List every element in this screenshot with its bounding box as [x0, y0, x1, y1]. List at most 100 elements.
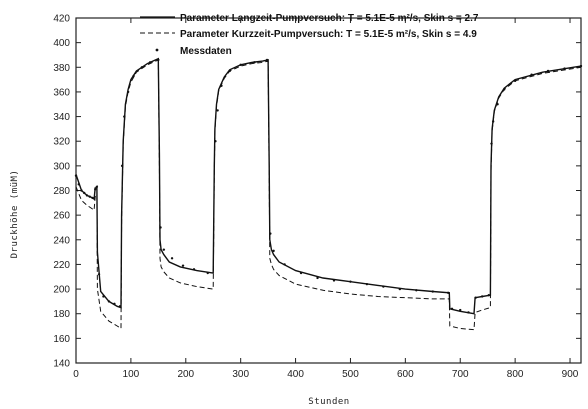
- series-messdaten-point: [502, 88, 506, 91]
- legend: Parameter Langzeit-Pumpversuch: T = 5.1E…: [140, 13, 479, 57]
- series-messdaten-point: [253, 61, 256, 64]
- series-messdaten-point: [349, 280, 352, 283]
- y-tick-label: 160: [53, 334, 70, 345]
- series-messdaten-point: [126, 90, 130, 94]
- y-tick-label: 240: [53, 235, 70, 246]
- y-tick-label: 420: [53, 14, 70, 25]
- x-axis-label: Stunden: [308, 397, 349, 407]
- series-messdaten-point: [513, 79, 517, 83]
- y-tick-label: 140: [53, 359, 70, 370]
- series-messdaten-point: [546, 69, 550, 73]
- series-messdaten-point: [530, 73, 533, 76]
- series-messdaten-point: [74, 174, 78, 177]
- y-tick-label: 360: [53, 87, 70, 98]
- series-messdaten-point: [299, 271, 303, 275]
- series-messdaten-point: [140, 66, 144, 69]
- series-messdaten-point: [157, 58, 160, 62]
- series-messdaten-point: [487, 294, 490, 297]
- series-messdaten-point: [206, 271, 209, 275]
- series-messdaten-point: [118, 305, 122, 308]
- series-messdaten-point: [490, 142, 493, 145]
- series-messdaten-point: [283, 263, 286, 266]
- series-messdaten-point: [120, 164, 124, 168]
- y-tick-label: 400: [53, 38, 70, 49]
- series-messdaten-point: [415, 289, 418, 292]
- plot-frame: [75, 17, 582, 364]
- y-tick-label: 260: [53, 211, 70, 222]
- x-tick-label: 900: [562, 369, 579, 380]
- series-messdaten-point: [80, 189, 83, 192]
- x-tick-label: 600: [397, 369, 414, 380]
- series-messdaten-point: [91, 196, 94, 200]
- x-tick-label: 700: [452, 369, 469, 380]
- series-messdaten-point: [496, 103, 499, 106]
- series-messdaten-point: [113, 302, 116, 306]
- ticks: 0 100 200 300 400 500 600 700 800 900 140 160 180 200…: [53, 14, 581, 380]
- series-messdaten-point: [214, 140, 217, 143]
- series-messdaten-point: [162, 248, 166, 251]
- x-tick-label: 200: [177, 369, 194, 380]
- series-messdaten-point: [491, 120, 495, 123]
- series-messdaten-point: [480, 295, 484, 298]
- series-messdaten-point: [123, 115, 126, 118]
- series-messdaten-point: [446, 291, 450, 294]
- series-messdaten-point: [107, 300, 111, 303]
- x-tick-label: 400: [287, 369, 304, 380]
- series-messdaten-point: [220, 84, 223, 87]
- y-tick-label: 200: [53, 285, 70, 296]
- series-messdaten-point: [159, 226, 162, 229]
- y-axis-label: Druckhöhe (müM): [10, 170, 20, 259]
- y-tick-label: 300: [53, 161, 70, 172]
- series-messdaten-point: [228, 69, 231, 73]
- axes: [75, 17, 582, 364]
- series-messdaten-point: [332, 279, 336, 282]
- series-messdaten-point: [269, 232, 272, 235]
- series-messdaten-point: [382, 285, 385, 288]
- series-kurzzeit-line: [75, 59, 582, 331]
- series-messdaten-point: [579, 64, 583, 68]
- series-layer: [74, 57, 583, 331]
- series-messdaten-point: [563, 67, 566, 70]
- y-tick-label: 340: [53, 112, 70, 123]
- x-tick-label: 800: [507, 369, 524, 380]
- y-tick-label: 320: [53, 137, 70, 148]
- x-tick-label: 100: [123, 369, 140, 380]
- series-messdaten-point: [94, 188, 97, 191]
- series-messdaten-point: [239, 63, 242, 67]
- series-messdaten-point: [467, 311, 470, 314]
- series-messdaten-point: [102, 295, 105, 298]
- series-langzeit-line: [75, 57, 582, 315]
- series-messdaten-point: [216, 109, 219, 112]
- series-messdaten-point: [398, 287, 402, 291]
- series-messdaten-point: [365, 282, 369, 286]
- series-messdaten-point: [459, 308, 462, 312]
- series-messdaten-point: [148, 61, 152, 64]
- y-tick-label: 280: [53, 186, 70, 197]
- series-messdaten-point: [431, 290, 434, 293]
- legend-label-kurzzeit: Parameter Kurzzeit-Pumpversuch: T = 5.1E…: [180, 29, 477, 40]
- series-messdaten-point: [132, 74, 135, 78]
- series-messdaten-point: [83, 191, 86, 195]
- series-messdaten-point: [474, 296, 477, 299]
- series-messdaten-point: [97, 273, 101, 276]
- series-messdaten-point: [272, 249, 275, 253]
- x-tick-label: 300: [232, 369, 249, 380]
- series-messdaten-point: [181, 264, 185, 267]
- series-messdaten-point: [316, 276, 319, 280]
- y-tick-label: 380: [53, 63, 70, 74]
- legend-label-langzeit: Parameter Langzeit-Pumpversuch: T = 5.1E…: [180, 13, 479, 24]
- legend-label-messdaten: Messdaten: [180, 46, 232, 57]
- series-messdaten-point: [450, 307, 454, 310]
- series-messdaten-point: [170, 257, 174, 260]
- series-messdaten-point: [95, 185, 99, 189]
- y-tick-label: 180: [53, 309, 70, 320]
- series-messdaten-point: [192, 268, 196, 271]
- series-messdaten-point: [77, 183, 80, 186]
- y-tick-label: 220: [53, 260, 70, 271]
- legend-swatch-messdaten: [155, 48, 159, 52]
- series-messdaten-point: [85, 194, 89, 197]
- series-messdaten-point: [265, 58, 269, 62]
- series-messdaten-point: [88, 195, 91, 198]
- x-tick-label: 0: [73, 369, 79, 380]
